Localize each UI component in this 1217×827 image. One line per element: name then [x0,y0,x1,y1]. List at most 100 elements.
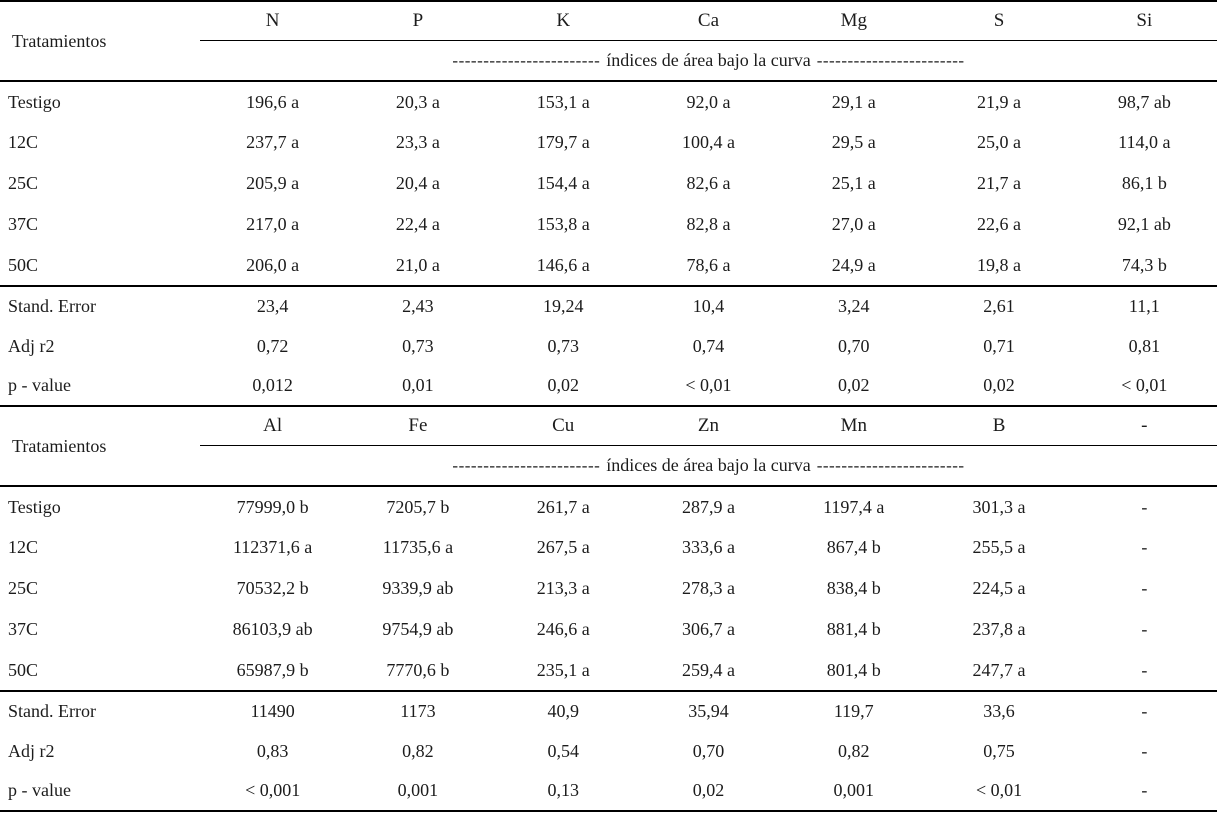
column-header: Zn [635,406,782,446]
stat-value-cell: 11490 [250,701,295,721]
value-cell: 27,0 a [831,214,876,234]
value-cell: 77999,0 b [236,496,309,517]
value-cell: 267,5 a [536,537,590,557]
treatment-label: 12C [8,537,39,557]
column-header: Cu [490,406,636,446]
value-cell: 82,6 a [686,173,731,193]
stat-label: Adj r2 [8,740,55,761]
value-cell: 22,4 a [395,214,440,234]
value-cell: 196,6 a [246,91,300,112]
column-header: Mn [781,406,927,446]
stat-value-cell: 0,001 [345,771,491,812]
value-cell: 100,4 a [681,132,735,152]
value-cell: 154,4 a [536,173,590,193]
table-row: Testigo 196,6 a 20,3 a 153,1 a 92,0 a 29,1 a 2… [0,81,1217,122]
value-cell: 1197,4 a [823,496,885,517]
stats-row: Stand. Error 11490 1173 40,9 35,94 119,7 33,6 - [0,691,1217,731]
value-cell: - [1141,496,1148,517]
stat-value-cell: 0,54 [547,740,579,761]
stat-label: Stand. Error [8,296,96,316]
stat-value-cell: 19,24 [542,296,584,316]
stat-value-cell: 0,81 [1128,335,1161,356]
treatment-label: 25C [8,173,39,193]
stats-row: Adj r2 0,72 0,73 0,73 0,74 0,70 0,71 0,81 [0,326,1217,366]
stat-value-cell: 0,73 [402,335,434,356]
value-cell: 9339,9 ab [382,578,454,598]
value-cell: 70532,2 b [236,578,309,598]
stat-value-cell: 0,75 [983,740,1015,761]
value-cell: 112371,6 a [232,537,313,557]
value-cell: 255,5 a [972,537,1026,557]
value-cell: 19,8 a [926,245,1072,287]
stat-value-cell: 11,1 [1128,296,1160,316]
subheader-title: índices de área bajo la curva [606,454,811,475]
treatment-label: 50C [0,650,200,692]
column-header: K [490,1,636,41]
value-cell: 213,3 a [536,578,590,598]
stat-value-cell: 0,02 [781,366,927,407]
table-row: 50C 65987,9 b 7770,6 b 235,1 a 259,4 a 801,4 … [0,650,1217,692]
stat-value-cell: < 0,001 [200,771,346,812]
treatment-label: 25C [8,578,39,598]
value-cell: 65987,9 b [200,650,346,692]
stat-value-cell: 23,4 [256,296,289,316]
value-cell: 259,4 a [635,650,782,692]
value-cell: 306,7 a [681,619,735,639]
value-cell: - [1141,537,1148,557]
treatment-label: 50C [0,245,200,287]
value-cell: 29,5 a [831,132,876,152]
column-header: N [200,1,346,41]
stat-value-cell: < 0,01 [635,366,782,407]
stat-value-cell: 0,02 [635,771,782,812]
stats-row: Adj r2 0,83 0,82 0,54 0,70 0,82 0,75 - [0,731,1217,771]
stat-value-cell: 0,73 [547,335,579,356]
treatment-label: Testigo [8,496,61,517]
value-cell: 206,0 a [200,245,346,287]
treatment-label: 37C [8,214,39,234]
value-cell: 82,8 a [686,214,731,234]
stat-value-cell: 2,43 [402,296,434,316]
value-cell: 114,0 a [1118,132,1171,152]
table-row: 50C 206,0 a 21,0 a 146,6 a 78,6 a 24,9 a 19,8 … [0,245,1217,287]
value-cell: 237,8 a [972,619,1026,639]
value-cell: 20,4 a [395,173,440,193]
subheader-row: ------------------------ índices de área … [0,40,1217,82]
treatment-label: Testigo [8,91,61,112]
value-cell: - [1071,650,1217,692]
value-cell: 29,1 a [831,91,876,112]
value-cell: 21,0 a [345,245,491,287]
value-cell: 23,3 a [395,132,440,152]
subheader-dashes-left: ------------------------ [452,50,601,70]
column-header: P [345,1,491,41]
column-header: Ca [635,1,782,41]
column-header: Mg [781,1,927,41]
stat-value-cell: 0,71 [983,335,1015,356]
stat-value-cell: 0,70 [838,335,870,356]
treatments-header: Tratamientos [0,406,200,487]
value-cell: 261,7 a [536,496,590,517]
value-cell: 287,9 a [681,496,735,517]
subheader-row: ------------------------ índices de área … [0,445,1217,487]
value-cell: 11735,6 a [382,537,454,557]
stat-value-cell: 0,02 [490,366,636,407]
stat-label: Adj r2 [8,335,55,356]
value-cell: 867,4 b [826,537,881,557]
value-cell: 224,5 a [972,578,1026,598]
column-header: - [1071,406,1217,446]
stat-value-cell: 0,001 [781,771,927,812]
value-cell: - [1141,619,1148,639]
value-cell: 86,1 b [1121,173,1167,193]
stat-value-cell: 0,72 [256,335,289,356]
value-cell: 9754,9 ab [382,619,454,639]
stat-label: p - value [0,771,200,812]
stat-value-cell: 0,82 [838,740,870,761]
value-cell: 278,3 a [681,578,735,598]
value-cell: 20,3 a [395,91,440,112]
stat-value-cell: < 0,01 [926,771,1072,812]
column-header: S [926,1,1072,41]
table-row: 37C 86103,9 ab 9754,9 ab 246,6 a 306,7 a 881,… [0,609,1217,650]
stat-value-cell: 33,6 [983,701,1015,721]
value-cell: 24,9 a [781,245,927,287]
stat-value-cell: 0,74 [692,335,725,356]
